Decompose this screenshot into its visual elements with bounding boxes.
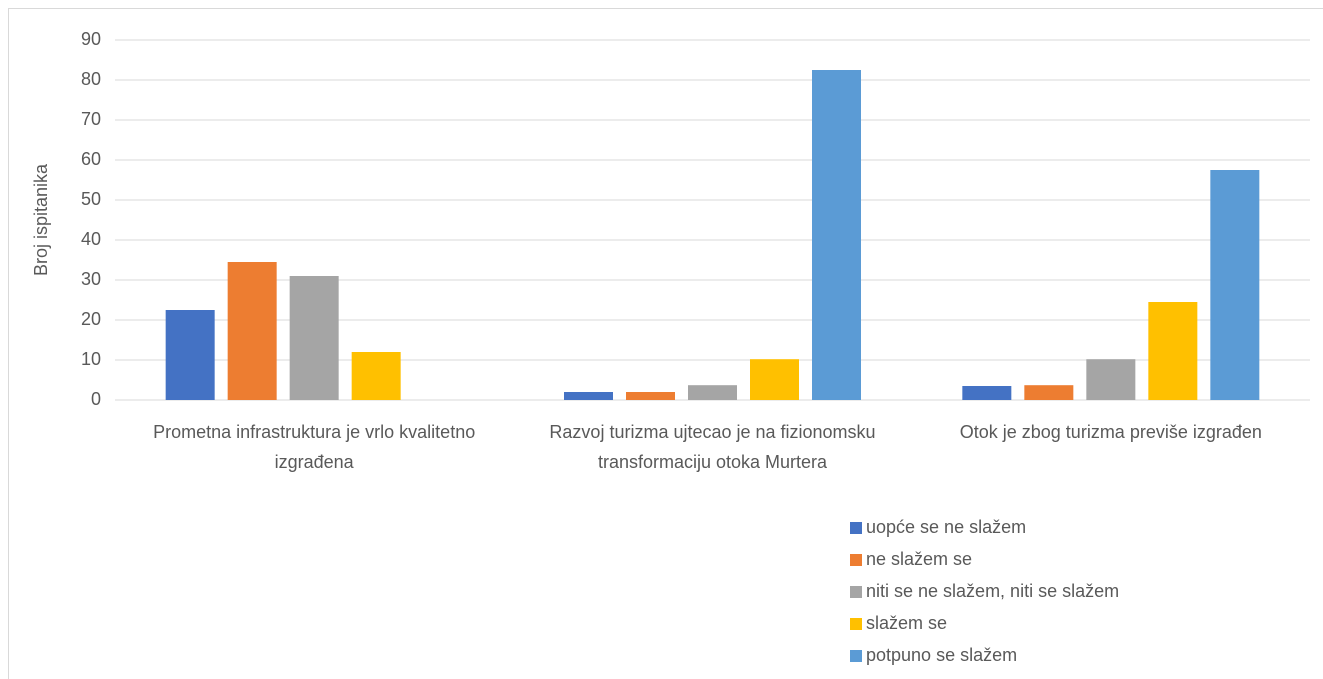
- y-tick-label: 20: [81, 309, 101, 329]
- y-tick-label: 90: [81, 29, 101, 49]
- bar: [351, 352, 401, 400]
- legend-label: niti se ne slažem, niti se slažem: [866, 581, 1119, 601]
- legend-swatch: [850, 618, 862, 630]
- legend-swatch: [850, 586, 862, 598]
- bar: [1210, 170, 1260, 400]
- bar: [1086, 359, 1136, 400]
- y-tick-label: 30: [81, 269, 101, 289]
- y-tick-label: 0: [91, 389, 101, 409]
- legend-swatch: [850, 650, 862, 662]
- bar: [1148, 302, 1198, 400]
- legend-label: ne slažem se: [866, 549, 972, 569]
- x-tick-label: Razvoj turizma ujtecao je na fizionomsku…: [549, 422, 876, 472]
- legend-label: potpuno se slažem: [866, 645, 1017, 665]
- y-tick-label: 10: [81, 349, 101, 369]
- legend-label: uopće se ne slažem: [866, 517, 1026, 537]
- bar: [962, 386, 1012, 400]
- y-axis-label: Broj ispitanika: [31, 163, 51, 276]
- y-tick-label: 50: [81, 189, 101, 209]
- bar: [289, 276, 339, 400]
- y-tick-label: 70: [81, 109, 101, 129]
- bar: [812, 70, 861, 400]
- x-tick-label: Otok je zbog turizma previše izgrađen: [959, 422, 1262, 442]
- bar: [564, 392, 613, 400]
- chart-border: [8, 8, 1323, 679]
- x-tick-label: Prometna infrastruktura je vrlo kvalitet…: [153, 422, 476, 472]
- y-tick-label: 60: [81, 149, 101, 169]
- bar: [227, 262, 277, 400]
- legend-label: slažem se: [866, 613, 947, 633]
- bar: [626, 392, 675, 400]
- y-tick-label: 40: [81, 229, 101, 249]
- bar: [688, 385, 737, 400]
- legend-swatch: [850, 554, 862, 566]
- bar: [1024, 385, 1074, 400]
- bar: [165, 310, 215, 400]
- legend-swatch: [850, 522, 862, 534]
- y-tick-label: 80: [81, 69, 101, 89]
- bar: [750, 359, 799, 400]
